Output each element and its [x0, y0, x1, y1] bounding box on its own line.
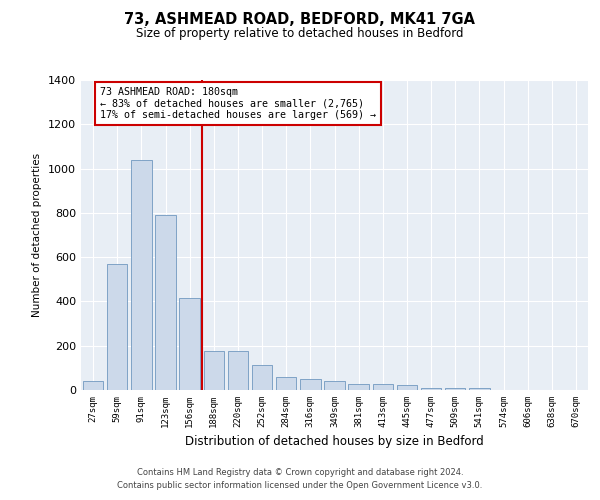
Bar — [349, 384, 369, 390]
Bar — [469, 388, 490, 390]
Bar — [155, 215, 176, 390]
Text: Contains HM Land Registry data © Crown copyright and database right 2024.: Contains HM Land Registry data © Crown c… — [137, 468, 463, 477]
Text: Contains public sector information licensed under the Open Government Licence v3: Contains public sector information licen… — [118, 482, 482, 490]
Text: 73 ASHMEAD ROAD: 180sqm
← 83% of detached houses are smaller (2,765)
17% of semi: 73 ASHMEAD ROAD: 180sqm ← 83% of detache… — [100, 86, 376, 120]
Bar — [421, 388, 442, 390]
Bar — [227, 351, 248, 390]
Bar — [203, 351, 224, 390]
Bar — [276, 377, 296, 390]
Bar — [445, 388, 466, 390]
Bar — [252, 364, 272, 390]
Bar — [300, 379, 320, 390]
Bar — [397, 385, 417, 390]
Bar — [131, 160, 152, 390]
Bar — [179, 298, 200, 390]
X-axis label: Distribution of detached houses by size in Bedford: Distribution of detached houses by size … — [185, 436, 484, 448]
Bar — [83, 381, 103, 390]
Bar — [107, 264, 127, 390]
Text: Size of property relative to detached houses in Bedford: Size of property relative to detached ho… — [136, 26, 464, 40]
Text: 73, ASHMEAD ROAD, BEDFORD, MK41 7GA: 73, ASHMEAD ROAD, BEDFORD, MK41 7GA — [125, 12, 476, 28]
Bar — [324, 381, 345, 390]
Y-axis label: Number of detached properties: Number of detached properties — [32, 153, 43, 317]
Bar — [373, 384, 393, 390]
